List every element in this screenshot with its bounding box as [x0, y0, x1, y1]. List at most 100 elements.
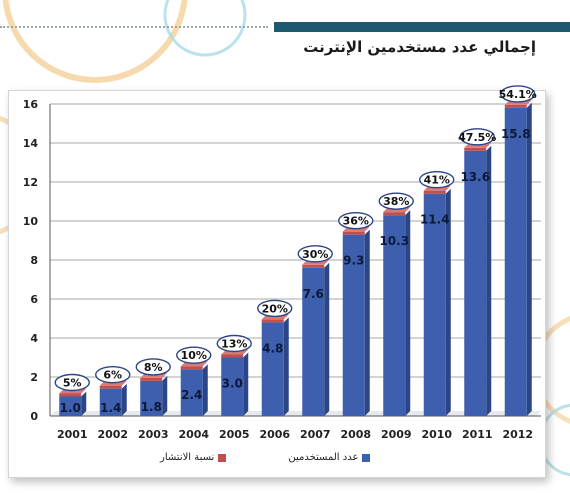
percent-label: 30% [302, 248, 328, 261]
bar-side [283, 317, 289, 416]
legend-swatch-penetration [218, 453, 227, 462]
bar-cap [383, 212, 406, 216]
x-tick-label: 2006 [259, 428, 290, 441]
bar-side [486, 145, 492, 417]
bar-cap [464, 147, 487, 151]
y-tick-label: 14 [23, 137, 39, 150]
percent-ellipse [135, 358, 171, 376]
x-tick-label: 2001 [57, 428, 88, 441]
bar [302, 267, 325, 416]
bar-cap [423, 190, 446, 194]
bar-cap [342, 231, 365, 235]
x-tick-label: 2004 [178, 428, 209, 441]
legend-item-users: عدد المستخدمين [288, 452, 371, 463]
legend-label-users: عدد المستخدمين [288, 452, 359, 463]
data-label: 4.8 [262, 341, 283, 355]
y-tick-label: 0 [30, 410, 38, 423]
x-tick-label: 2010 [421, 428, 452, 441]
percent-ellipse [54, 373, 90, 392]
bar [221, 357, 244, 416]
data-label: 1.8 [141, 400, 162, 414]
percent-ellipse [378, 192, 414, 210]
bar [261, 322, 284, 416]
percent-ellipse [95, 366, 131, 384]
y-tick-label: 6 [30, 293, 38, 306]
data-label: 10.3 [379, 234, 409, 248]
bar-cap [302, 264, 325, 268]
bar-side [445, 188, 451, 416]
data-label: 2.4 [181, 388, 202, 402]
x-tick-label: 2005 [219, 428, 250, 441]
data-label: 13.6 [460, 170, 490, 184]
data-label: 15.8 [501, 127, 531, 141]
percent-label: 13% [221, 338, 247, 351]
bar-side [81, 391, 87, 416]
data-label: 1.4 [100, 401, 121, 415]
data-label: 11.4 [420, 213, 450, 227]
percent-ellipse [297, 245, 333, 263]
bar-cap [504, 104, 527, 108]
percent-ellipse [176, 346, 212, 364]
x-tick-label: 2008 [340, 428, 371, 441]
data-label: 3.0 [222, 377, 243, 391]
y-tick-label: 2 [30, 371, 38, 384]
bar [423, 193, 446, 416]
bar [504, 107, 527, 417]
legend-swatch-users [362, 453, 371, 462]
bar-side [324, 262, 330, 416]
x-tick-label: 2007 [300, 428, 331, 441]
bar-side [243, 352, 249, 416]
data-label: 7.6 [303, 287, 324, 301]
data-label: 9.3 [343, 254, 364, 268]
percent-label: 6% [103, 369, 122, 382]
bar-cap [140, 377, 163, 381]
percent-ellipse [338, 211, 374, 230]
bar-side [121, 383, 127, 416]
y-tick-label: 10 [23, 215, 39, 228]
x-tick-label: 2003 [138, 428, 169, 441]
bar-side [202, 364, 208, 416]
bar [383, 215, 406, 416]
percent-label: 54.1% [499, 88, 537, 101]
x-tick-label: 2011 [462, 428, 493, 441]
x-tick-label: 2009 [381, 428, 412, 441]
percent-label: 5% [63, 377, 82, 390]
percent-label: 41% [424, 174, 450, 187]
bar [140, 380, 163, 416]
percent-label: 36% [343, 215, 369, 228]
bar-side [162, 375, 168, 416]
bar [342, 234, 365, 416]
bar [59, 396, 82, 416]
bar-cap [261, 319, 284, 323]
chart-legend: عدد المستخدمين نسبة الانتشار [160, 452, 371, 463]
percent-ellipse [257, 299, 293, 318]
bar-cap [99, 385, 122, 389]
bar [464, 150, 487, 417]
y-tick-label: 16 [23, 98, 39, 111]
x-tick-label: 2002 [97, 428, 128, 441]
header-accent-bar [274, 22, 570, 32]
percent-ellipse [500, 85, 536, 103]
y-tick-label: 4 [30, 332, 38, 345]
y-tick-label: 8 [30, 254, 38, 267]
header-dotted-line [0, 26, 268, 28]
legend-item-penetration: نسبة الانتشار [160, 452, 227, 463]
chart-floor [50, 411, 541, 416]
percent-ellipse [419, 170, 455, 189]
bar-cap [221, 354, 244, 358]
bar-side [405, 210, 411, 416]
percent-label: 47.5% [458, 131, 496, 144]
bar-cap [180, 366, 203, 370]
percent-ellipse [459, 128, 495, 146]
bar-side [526, 102, 532, 417]
percent-label: 10% [181, 349, 207, 362]
percent-ellipse [216, 334, 252, 353]
page-title: إجمالي عدد مستخدمين الإنترنت [303, 38, 536, 56]
percent-label: 8% [144, 361, 163, 374]
bar-cap [59, 393, 82, 397]
bar-side [364, 229, 370, 416]
y-tick-label: 12 [23, 176, 38, 189]
x-tick-label: 2012 [502, 428, 533, 441]
bar [99, 388, 122, 416]
